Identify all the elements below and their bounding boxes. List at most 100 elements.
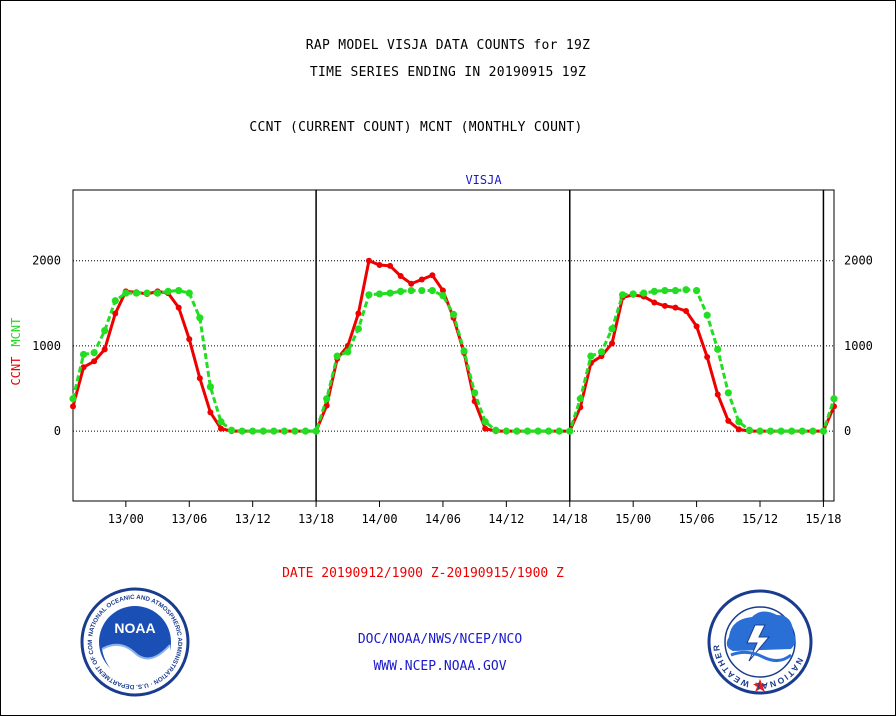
- data-point-mcnt: [545, 427, 553, 435]
- y-tick-label-left: 0: [54, 424, 61, 438]
- data-point-mcnt: [819, 427, 828, 435]
- data-point-mcnt: [153, 289, 162, 297]
- data-point-ccnt: [80, 364, 87, 371]
- data-point-mcnt: [418, 286, 426, 295]
- org-path-label: DOC/NOAA/NWS/NCEP/NCO: [357, 632, 523, 647]
- data-point-mcnt: [671, 286, 680, 295]
- data-point-mcnt: [640, 289, 648, 297]
- data-point-mcnt: [471, 389, 479, 397]
- data-point-mcnt: [692, 286, 701, 295]
- data-point-mcnt: [566, 427, 574, 435]
- data-point-ccnt: [175, 304, 182, 311]
- x-tick-label: 15/06: [679, 512, 715, 526]
- data-point-mcnt: [661, 286, 669, 295]
- data-point-mcnt: [175, 286, 183, 295]
- data-point-ccnt: [101, 346, 108, 353]
- data-point-mcnt: [576, 395, 584, 403]
- data-point-mcnt: [809, 427, 817, 435]
- data-point-mcnt: [238, 427, 246, 435]
- data-point-mcnt: [587, 352, 595, 360]
- data-point-mcnt: [724, 389, 732, 397]
- nws-star-icon: [753, 679, 767, 692]
- data-point-ccnt: [672, 304, 679, 311]
- date-range-label: DATE 20190912/1900 Z-20190915/1900 Z: [282, 566, 564, 581]
- data-point-mcnt: [143, 289, 151, 297]
- data-point-mcnt: [291, 427, 299, 435]
- data-point-ccnt: [408, 280, 415, 287]
- data-point-mcnt: [523, 427, 532, 435]
- data-point-ccnt: [355, 310, 362, 317]
- data-point-mcnt: [756, 427, 764, 435]
- data-point-mcnt: [280, 427, 288, 435]
- x-tick-label: 13/12: [235, 512, 271, 526]
- x-tick-label: 15/18: [805, 512, 841, 526]
- y-tick-label-right: 0: [844, 424, 851, 438]
- ncep-url-link[interactable]: WWW.NCEP.NOAA.GOV: [373, 659, 507, 674]
- chart-title-line3: CCNT (CURRENT COUNT) MCNT (MONTHLY COUNT…: [249, 120, 583, 135]
- x-tick-label: 13/18: [298, 512, 334, 526]
- x-tick-label: 15/00: [615, 512, 651, 526]
- data-point-mcnt: [323, 395, 331, 403]
- data-point-mcnt: [333, 352, 341, 360]
- data-point-mcnt: [650, 287, 658, 295]
- noaa-wave-line: [101, 643, 171, 660]
- data-point-mcnt: [122, 289, 130, 297]
- data-point-ccnt: [418, 276, 425, 283]
- data-point-ccnt: [609, 340, 616, 347]
- data-point-ccnt: [704, 354, 711, 361]
- data-point-mcnt: [375, 290, 384, 298]
- data-point-ccnt: [429, 272, 436, 279]
- data-point-mcnt: [428, 286, 436, 295]
- data-point-mcnt: [270, 427, 278, 435]
- data-point-mcnt: [365, 291, 373, 299]
- y-tick-label-right: 2000: [844, 254, 873, 268]
- x-tick-label: 13/00: [108, 512, 144, 526]
- data-point-mcnt: [69, 395, 77, 403]
- x-tick-label: 14/06: [425, 512, 461, 526]
- data-point-mcnt: [101, 326, 109, 335]
- data-point-mcnt: [354, 325, 362, 333]
- chart-title-line1: RAP MODEL VISJA DATA COUNTS for 19Z: [305, 38, 591, 53]
- nws-logo: NATIONAL WEATHER SERVICE: [707, 589, 813, 695]
- data-point-ccnt: [387, 262, 394, 269]
- data-point-mcnt: [164, 287, 172, 295]
- data-point-mcnt: [312, 427, 320, 435]
- data-point-ccnt: [207, 409, 214, 416]
- y-axis-label: CCNT MCNT: [9, 318, 23, 386]
- data-point-mcnt: [502, 427, 510, 435]
- data-point-mcnt: [386, 289, 394, 297]
- data-point-mcnt: [608, 325, 616, 333]
- y-tick-label-left: 2000: [32, 254, 61, 268]
- data-point-mcnt: [90, 349, 98, 357]
- data-point-mcnt: [206, 383, 215, 391]
- data-point-ccnt: [651, 299, 658, 306]
- data-point-ccnt: [186, 336, 193, 343]
- data-point-mcnt: [735, 418, 743, 426]
- data-point-mcnt: [460, 347, 468, 355]
- data-point-ccnt: [70, 403, 76, 410]
- data-point-ccnt: [693, 323, 700, 330]
- data-point-mcnt: [79, 350, 88, 359]
- data-point-mcnt: [534, 427, 542, 435]
- data-point-mcnt: [766, 427, 775, 435]
- data-point-mcnt: [745, 426, 754, 434]
- data-point-ccnt: [735, 426, 742, 433]
- data-point-mcnt: [703, 311, 711, 319]
- y-axis-label-mcnt: MCNT: [9, 318, 23, 347]
- data-point-mcnt: [217, 418, 225, 426]
- y-axis-label-ccnt: CCNT: [9, 357, 23, 386]
- data-point-ccnt: [112, 310, 119, 317]
- data-point-mcnt: [249, 427, 257, 435]
- data-point-mcnt: [196, 314, 204, 322]
- data-point-ccnt: [439, 287, 446, 294]
- data-point-mcnt: [301, 427, 310, 435]
- data-point-mcnt: [555, 427, 563, 435]
- data-point-mcnt: [185, 289, 193, 297]
- data-point-mcnt: [788, 427, 796, 435]
- data-point-mcnt: [227, 426, 236, 434]
- data-point-mcnt: [714, 345, 722, 353]
- data-point-ccnt: [482, 425, 489, 432]
- data-point-mcnt: [513, 427, 521, 435]
- data-point-mcnt: [259, 427, 267, 435]
